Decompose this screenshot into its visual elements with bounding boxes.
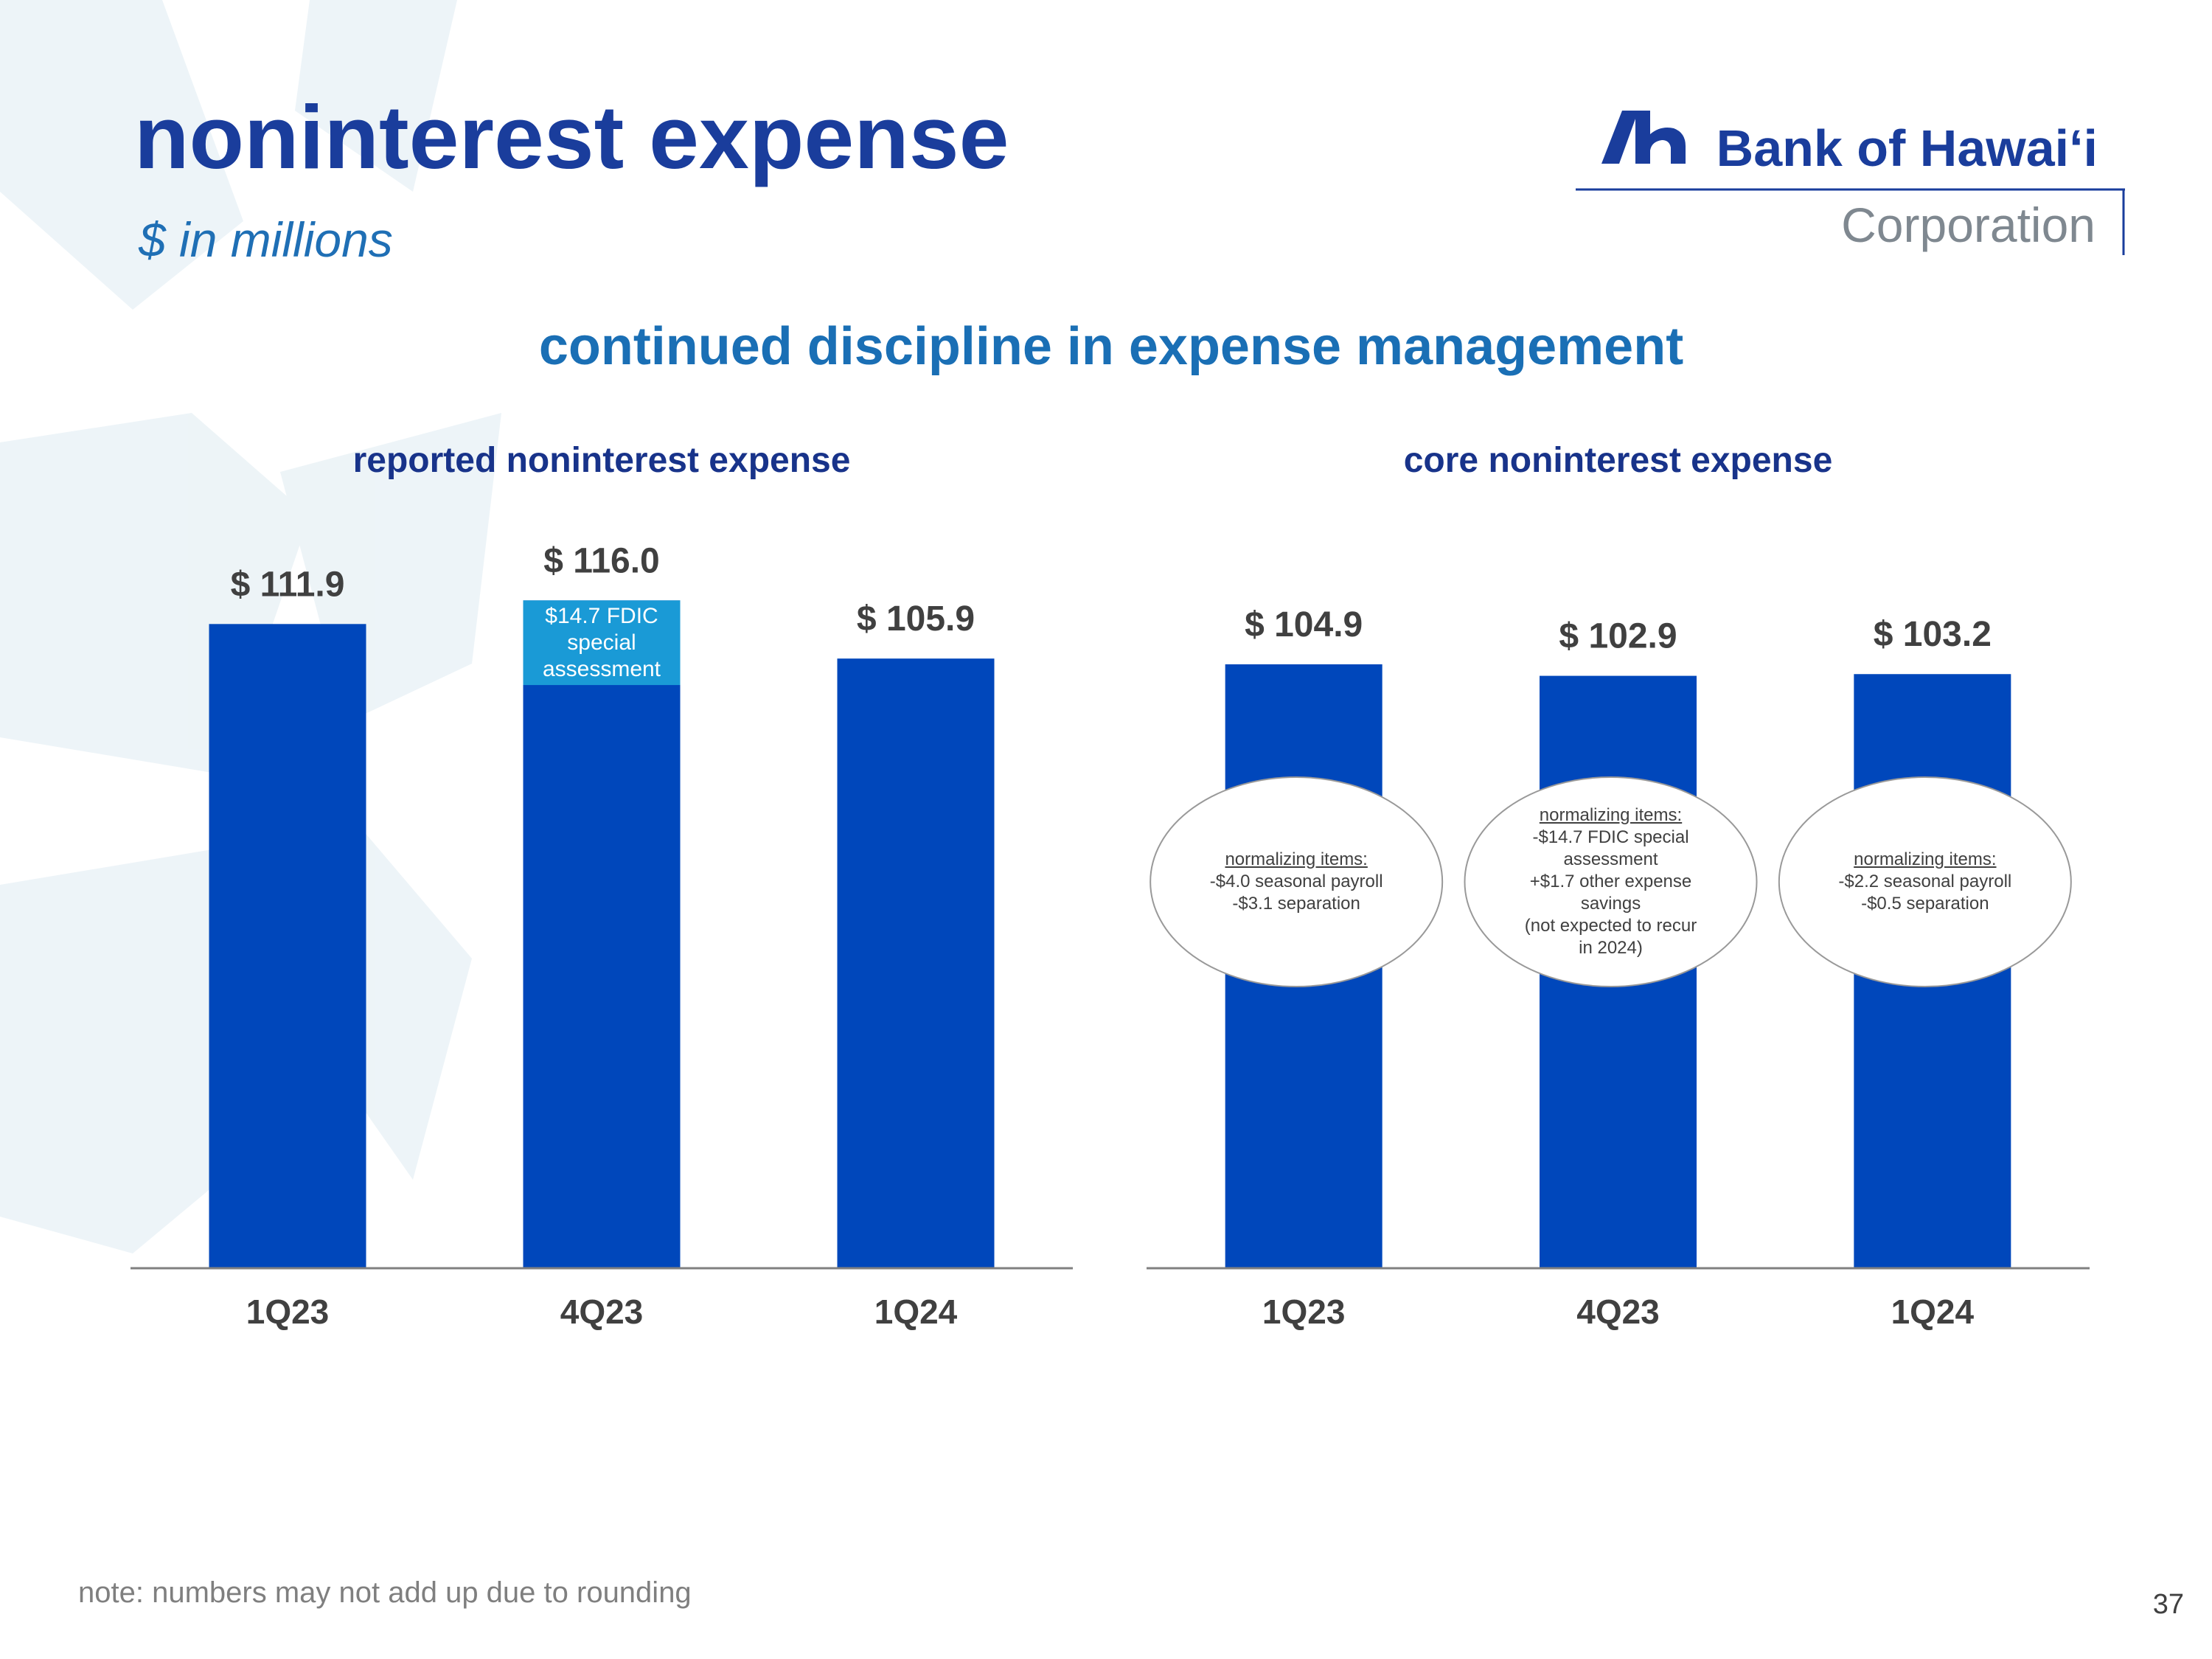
note-item: -$3.1 separation xyxy=(1232,894,1360,914)
note-item: -$0.5 separation xyxy=(1861,894,1989,914)
value-label: $ 103.2 xyxy=(1874,615,1992,654)
value-label: $ 111.9 xyxy=(231,565,345,604)
note-item: -$4.0 seasonal payroll xyxy=(1209,872,1383,891)
x-tick-label: 1Q23 xyxy=(1262,1293,1346,1331)
note-ellipse xyxy=(1150,776,1444,987)
logo-name: Bank of Hawaiʻi xyxy=(1717,119,2098,177)
note-heading: normalizing items: xyxy=(1539,805,1683,825)
note-box: normalizing items: -$2.2 seasonal payroll… xyxy=(1833,786,2017,978)
note-item: (not expected to recur in 2024) xyxy=(1524,916,1697,958)
x-tick-label: 4Q23 xyxy=(560,1293,644,1331)
note-item: -$14.7 FDIC special assessment xyxy=(1532,827,1689,869)
note-box: normalizing items: -$4.0 seasonal payroll… xyxy=(1204,786,1388,978)
page-number: 37 xyxy=(2153,1589,2184,1620)
segment-label-box: $14.7 FDIC special assessment xyxy=(542,603,661,681)
page-subtitle: $ in millions xyxy=(138,212,393,267)
logo: Bank of Hawaiʻi Corporation xyxy=(1576,111,2125,255)
note-item: +$1.7 other expense savings xyxy=(1529,872,1692,914)
note-text: normalizing items: -$14.7 FDIC special as… xyxy=(1519,786,1703,978)
value-label: $ 105.9 xyxy=(857,599,975,639)
value-label: $ 104.9 xyxy=(1245,605,1363,644)
page-title: noninterest expense xyxy=(134,87,1009,187)
note-text: normalizing items: -$2.2 seasonal payroll… xyxy=(1833,786,2017,978)
note-ellipse xyxy=(1778,776,2072,987)
logo-sub: Corporation xyxy=(1841,198,2096,252)
value-label: $ 116.0 xyxy=(543,541,660,580)
segment-label: $14.7 FDIC special assessment xyxy=(542,603,661,681)
x-tick-label: 1Q24 xyxy=(874,1293,958,1331)
footnote: note: numbers may not add up due to roun… xyxy=(78,1576,692,1609)
x-tick-label: 1Q23 xyxy=(246,1293,330,1331)
bar xyxy=(837,658,995,1268)
bar-segment xyxy=(523,600,681,686)
note-heading: normalizing items: xyxy=(1854,849,1997,869)
chart-title: core noninterest expense xyxy=(1404,441,1833,480)
bar xyxy=(523,600,681,1268)
note-box: normalizing items:-$14.7 FDIC special as… xyxy=(1519,786,1703,978)
note-text: normalizing items: -$4.0 seasonal payroll… xyxy=(1204,786,1388,978)
chart-title: reported noninterest expense xyxy=(353,441,851,480)
headline: continued discipline in expense manageme… xyxy=(539,317,1683,376)
note-ellipse xyxy=(1464,776,1758,987)
x-tick-label: 1Q24 xyxy=(1891,1293,1975,1331)
x-tick-label: 4Q23 xyxy=(1576,1293,1660,1331)
note-item: -$2.2 seasonal payroll xyxy=(1838,872,2012,891)
note-heading: normalizing items: xyxy=(1225,849,1368,869)
bar xyxy=(209,624,366,1268)
value-label: $ 102.9 xyxy=(1559,617,1677,656)
